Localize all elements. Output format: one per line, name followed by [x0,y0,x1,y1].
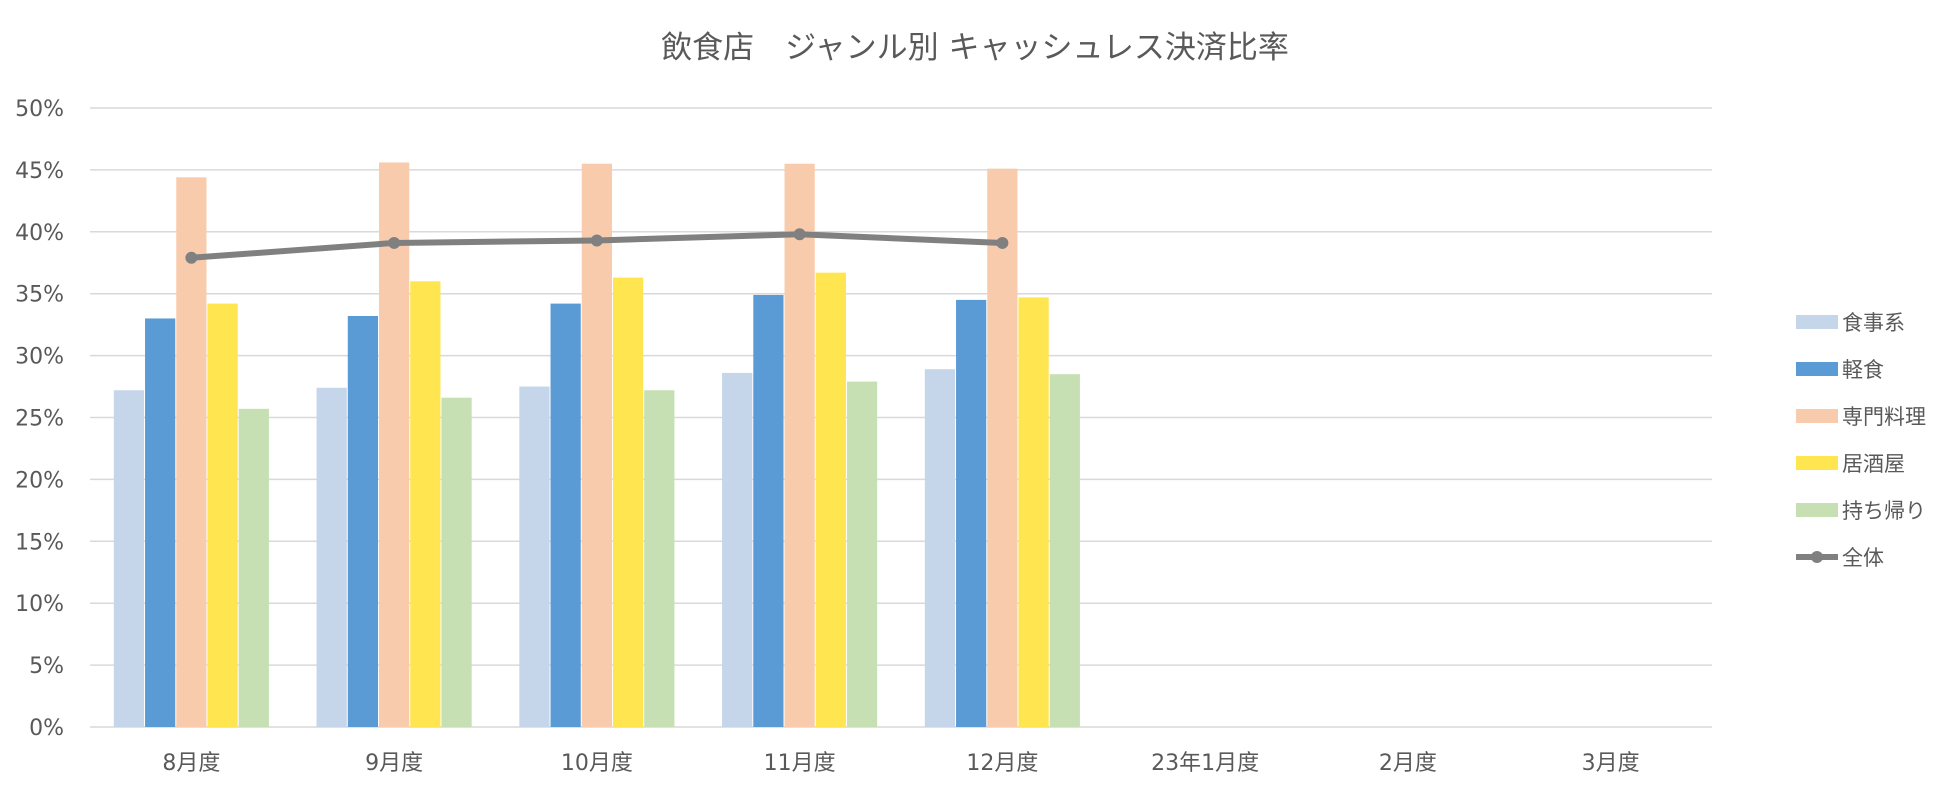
legend-swatch [1796,362,1838,376]
bar [145,318,176,727]
bar [207,303,238,727]
y-tick-label: 50% [15,97,64,122]
bar [238,408,269,727]
bar [519,386,550,727]
bar [347,315,379,727]
legend-label: 専門料理 [1842,405,1926,429]
y-tick-label: 40% [15,221,64,246]
y-tick-label: 45% [15,159,64,184]
x-tick-label: 23年1月度 [1151,751,1259,776]
legend-label: 軽食 [1842,358,1884,382]
bar [722,372,753,727]
bar [924,369,956,727]
x-tick-label: 9月度 [365,751,423,776]
y-axis-ticks: 0% 5% 10% 15% 20% 25% 30% 35% 40% 45% 50% [15,97,64,741]
bar [784,163,815,727]
bar [316,387,347,727]
legend-swatch [1796,409,1838,423]
x-tick-label: 2月度 [1379,751,1437,776]
y-tick-label: 30% [15,345,64,370]
line-point [590,234,603,247]
chart-title: 飲食店 ジャンル別 キャッシュレス決済比率 [661,30,1289,66]
legend-swatch-marker [1811,551,1823,563]
line-point [793,228,806,241]
legend-swatch [1796,315,1838,329]
y-tick-label: 35% [15,283,64,308]
legend-swatch [1796,503,1838,517]
bar [612,277,644,727]
x-tick-label: 8月度 [162,751,220,776]
x-tick-label: 10月度 [561,751,633,776]
bar [753,294,784,727]
legend-label: 持ち帰り [1842,499,1926,523]
bar [550,303,581,727]
legend-label: 全体 [1842,546,1884,570]
legend-label: 居酒屋 [1842,452,1905,476]
bar [379,162,410,728]
y-tick-label: 25% [15,407,64,432]
bar [846,381,878,727]
bar [956,299,987,727]
y-tick-label: 0% [29,716,64,741]
bar [581,163,612,727]
line-series [185,228,1009,264]
x-axis-ticks: 8月度 9月度 10月度 11月度 12月度 23年1月度 2月度 3月度 [162,751,1639,776]
legend-swatch [1796,456,1838,470]
x-tick-label: 3月度 [1582,751,1640,776]
y-tick-label: 10% [15,592,64,617]
line-point [388,236,401,249]
bar [644,390,675,727]
y-tick-label: 20% [15,468,64,493]
y-tick-label: 5% [29,654,64,679]
line-point [996,236,1009,249]
x-tick-label: 12月度 [966,751,1038,776]
legend-label: 食事系 [1842,311,1905,335]
line-point [185,251,198,264]
bar-series [113,162,1080,728]
bar [113,390,145,727]
y-tick-label: 15% [15,530,64,555]
bar [176,177,207,727]
x-tick-label: 11月度 [764,751,836,776]
bar [815,272,846,727]
bar [410,281,441,727]
bar [441,397,472,727]
bar [987,168,1018,728]
bar [1018,297,1049,727]
bar [1049,374,1080,727]
